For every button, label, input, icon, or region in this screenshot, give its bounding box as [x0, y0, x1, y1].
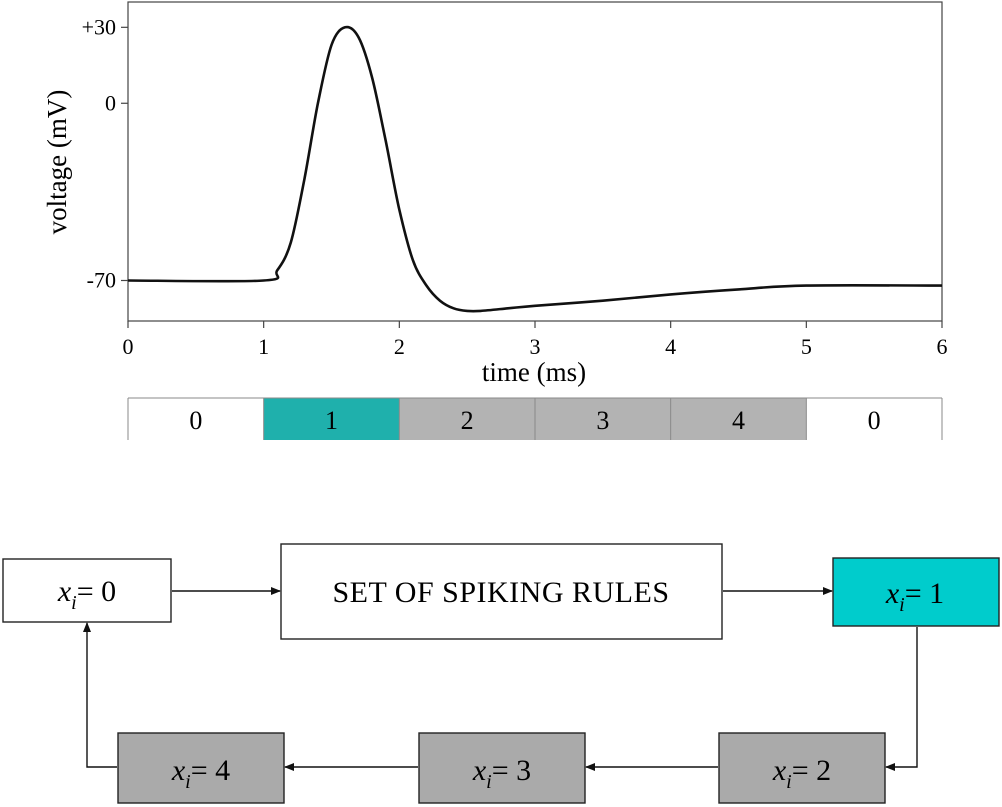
- x-axis-ticks: 0 1 2 3 4 5 6: [123, 321, 948, 359]
- strip-segment-label: 1: [325, 406, 338, 435]
- y-tick-label: 0: [105, 90, 116, 115]
- arrow-state4-to-state0: [83, 622, 117, 768]
- x-tick-label: 3: [530, 334, 541, 359]
- strip-segment: [806, 398, 942, 440]
- plot-frame: [127, 1, 943, 322]
- state-3-equation: xi= 3: [472, 754, 531, 793]
- strip-segment-label: 2: [461, 406, 474, 435]
- x-tick-label: 2: [394, 334, 405, 359]
- strip-segment: [399, 398, 535, 440]
- strip-segment: [128, 398, 264, 440]
- state-box-3: xi= 3: [418, 732, 586, 804]
- state-2-equation: xi= 2: [772, 754, 831, 793]
- state-strip: 0 1 2 3 4 0: [127, 397, 943, 440]
- action-potential-chart: +30 0 -70 0 1 2 3 4 5 6 voltage (mV) time (ms): [42, 1, 948, 387]
- state-box-1: xi= 1: [832, 557, 1000, 627]
- x-tick-label: 4: [665, 334, 676, 359]
- state-box-0: xi= 0: [2, 558, 172, 623]
- strip-segment-label: 0: [868, 406, 881, 435]
- strip-segment-label: 0: [189, 406, 202, 435]
- state-box-4: xi= 4: [117, 732, 285, 804]
- strip-segment-label: 4: [732, 406, 745, 435]
- y-tick-label: +30: [82, 14, 116, 39]
- strip-segment: [535, 398, 671, 440]
- voltage-trace: [127, 25, 943, 313]
- y-axis-label: voltage (mV): [42, 90, 72, 235]
- state-1-equation: xi= 1: [885, 577, 944, 616]
- state-4-equation: xi= 4: [171, 754, 230, 793]
- x-tick-label: 6: [937, 334, 948, 359]
- x-axis-label: time (ms): [482, 357, 586, 387]
- x-tick-label: 5: [801, 334, 812, 359]
- spiking-rules-label: SET OF SPIKING RULES: [333, 576, 670, 609]
- x-tick-label: 1: [258, 334, 269, 359]
- strip-segment-label: 3: [596, 406, 609, 435]
- x-tick-label: 0: [123, 334, 134, 359]
- state-0-equation: xi= 0: [57, 575, 116, 614]
- y-axis-ticks: +30 0 -70: [82, 14, 128, 292]
- y-tick-label: -70: [87, 267, 116, 292]
- arrow-state1-to-state2: [885, 627, 918, 771]
- state-flow-diagram: xi= 0 SET OF SPIKING RULES xi= 1 xi= 2 x…: [2, 543, 1000, 804]
- state-box-2: xi= 2: [718, 732, 886, 804]
- strip-segment: [670, 398, 807, 440]
- strip-segment: [263, 398, 400, 440]
- spiking-rules-box: SET OF SPIKING RULES: [280, 543, 723, 640]
